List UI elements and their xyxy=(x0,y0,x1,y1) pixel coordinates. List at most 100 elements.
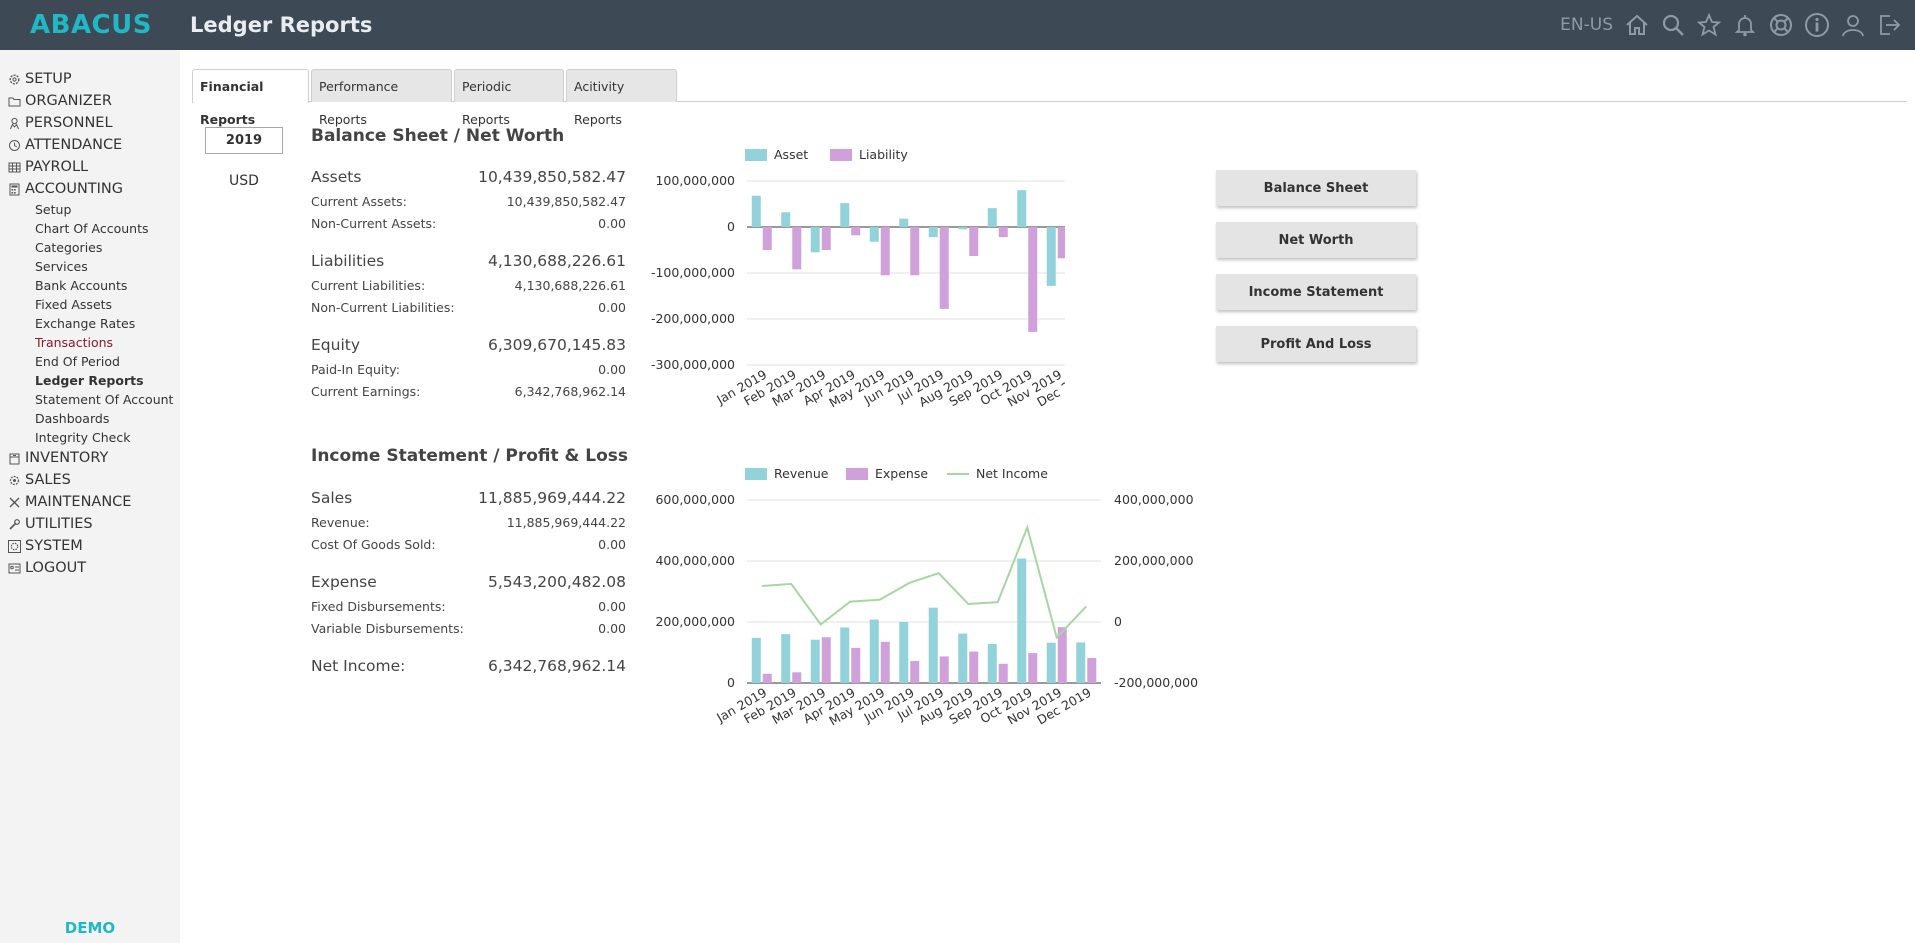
bar-revenue xyxy=(810,639,820,683)
bar-liability xyxy=(998,227,1008,238)
sidebar-item-label: LOGOUT xyxy=(25,560,87,576)
sidebar-item-personnel[interactable]: PERSONNEL xyxy=(0,112,180,134)
bar-revenue xyxy=(1017,558,1027,683)
y-tick-label: 400,000,000 xyxy=(655,553,735,568)
star-icon[interactable] xyxy=(1695,11,1723,39)
y2-tick-label: 0 xyxy=(1114,614,1122,629)
paidin-equity-value: 0.00 xyxy=(598,362,626,377)
sidebar-item-label: UTILITIES xyxy=(25,516,93,532)
net-worth-button[interactable]: Net Worth xyxy=(1216,222,1416,258)
submenu-item-exchange-rates[interactable]: Exchange Rates xyxy=(35,316,136,331)
home-icon[interactable] xyxy=(1623,11,1651,39)
legend-label: Asset xyxy=(774,147,808,162)
current-liabilities-label: Current Liabilities: xyxy=(311,278,426,293)
sidebar-item-setup[interactable]: SETUP xyxy=(0,68,180,90)
brand-logo[interactable]: ABACUS xyxy=(30,10,152,40)
bar-expense xyxy=(880,641,890,683)
bar-expense xyxy=(910,661,920,683)
submenu-item-transactions[interactable]: Transactions xyxy=(35,335,114,350)
fixed-disbursements-label: Fixed Disbursements: xyxy=(311,599,446,614)
search-icon[interactable] xyxy=(1659,11,1687,39)
bar-liability xyxy=(880,227,890,276)
submenu-item-integrity-check[interactable]: Integrity Check xyxy=(35,430,131,445)
y-tick-label: 0 xyxy=(727,219,735,234)
page-title: Ledger Reports xyxy=(190,13,373,37)
report-tabs: Financial Reports Performance Reports Pe… xyxy=(192,69,1907,127)
y2-tick-label: 400,000,000 xyxy=(1114,492,1194,507)
user-icon[interactable] xyxy=(1839,11,1867,39)
sidebar-item-accounting[interactable]: ACCOUNTING xyxy=(0,178,180,200)
info-icon[interactable] xyxy=(1803,11,1831,39)
noncurrent-assets-value: 0.00 xyxy=(598,216,626,231)
currency-label: USD xyxy=(229,173,259,189)
bar-liability xyxy=(821,227,831,250)
net-income-label: Net Income: xyxy=(311,657,406,675)
sidebar-item-label: PAYROLL xyxy=(25,159,89,175)
bar-revenue xyxy=(1076,642,1086,683)
current-assets-value: 10,439,850,582.47 xyxy=(506,194,626,209)
submenu-item-setup[interactable]: Setup xyxy=(35,202,72,217)
lifebuoy-icon[interactable] xyxy=(1767,11,1795,39)
submenu-item-dashboards[interactable]: Dashboards xyxy=(35,411,110,426)
expense-row: Expense 5,543,200,482.08 xyxy=(311,573,626,591)
sidebar-item-logout[interactable]: LOGOUT xyxy=(0,557,180,579)
submenu-item-services[interactable]: Services xyxy=(35,259,88,274)
balance-sheet-button[interactable]: Balance Sheet xyxy=(1216,170,1416,206)
bell-icon[interactable] xyxy=(1731,11,1759,39)
sidebar-item-maintenance[interactable]: MAINTENANCE xyxy=(0,491,180,513)
bar-expense xyxy=(1087,657,1097,683)
bar-revenue xyxy=(1046,642,1056,683)
bar-asset xyxy=(899,218,909,227)
box-icon xyxy=(8,452,21,465)
legend-swatch xyxy=(745,149,767,161)
tab-periodic-reports[interactable]: Periodic Reports xyxy=(454,69,564,127)
income-statement-button[interactable]: Income Statement xyxy=(1216,274,1416,310)
submenu-item-statement-of-account[interactable]: Statement Of Account xyxy=(35,392,174,407)
sidebar-item-label: ORGANIZER xyxy=(25,93,112,109)
tab-performance-reports[interactable]: Performance Reports xyxy=(311,69,452,127)
current-earnings-row: Current Earnings: 6,342,768,962.14 xyxy=(311,384,626,399)
submenu-item-chart-of-accounts[interactable]: Chart Of Accounts xyxy=(35,221,149,236)
paidin-equity-row: Paid-In Equity: 0.00 xyxy=(311,362,626,377)
sidebar-item-label: SETUP xyxy=(25,71,72,87)
sidebar-item-inventory[interactable]: INVENTORY xyxy=(0,447,180,469)
year-input[interactable] xyxy=(205,127,283,154)
sidebar-item-attendance[interactable]: ATTENDANCE xyxy=(0,134,180,156)
calculator-icon xyxy=(8,183,21,196)
income-statement-title: Income Statement / Profit & Loss xyxy=(311,446,629,466)
net-income-row: Net Income: 6,342,768,962.14 xyxy=(311,657,626,675)
noncurrent-liabilities-label: Non-Current Liabilities: xyxy=(311,300,455,315)
grid-icon xyxy=(8,161,21,174)
submenu-item-ledger-reports[interactable]: Ledger Reports xyxy=(35,373,144,388)
tab-activity-reports[interactable]: Acitivity Reports xyxy=(566,69,677,127)
current-assets-label: Current Assets: xyxy=(311,194,407,209)
submenu-item-end-of-period[interactable]: End Of Period xyxy=(35,354,120,369)
logout-icon xyxy=(8,562,21,575)
bar-liability xyxy=(1057,227,1065,259)
variable-disbursements-value: 0.00 xyxy=(598,621,626,636)
submenu-item-categories[interactable]: Categories xyxy=(35,240,103,255)
sidebar-item-system[interactable]: SYSTEM xyxy=(0,535,180,557)
submenu-item-bank-accounts[interactable]: Bank Accounts xyxy=(35,278,128,293)
sidebar-item-sales[interactable]: SALES xyxy=(0,469,180,491)
y-tick-label: -300,000,000 xyxy=(651,357,735,372)
sidebar-item-label: ACCOUNTING xyxy=(25,181,124,197)
bar-expense xyxy=(762,673,772,683)
sales-value: 11,885,969,444.22 xyxy=(478,489,626,507)
bar-revenue xyxy=(751,637,761,683)
logout-icon[interactable] xyxy=(1875,11,1903,39)
profit-and-loss-button[interactable]: Profit And Loss xyxy=(1216,326,1416,362)
y2-tick-label: 200,000,000 xyxy=(1114,553,1194,568)
sidebar-item-label: ATTENDANCE xyxy=(25,137,123,153)
sidebar-item-organizer[interactable]: ORGANIZER xyxy=(0,90,180,112)
tab-financial-reports[interactable]: Financial Reports xyxy=(192,69,309,127)
tools-icon xyxy=(8,496,21,509)
sidebar-item-utilities[interactable]: UTILITIES xyxy=(0,513,180,535)
language-selector[interactable]: EN-US xyxy=(1560,15,1613,35)
sidebar-item-label: MAINTENANCE xyxy=(25,494,132,510)
noncurrent-assets-row: Non-Current Assets: 0.00 xyxy=(311,216,626,231)
legend-label: Revenue xyxy=(774,466,829,481)
sidebar-item-payroll[interactable]: PAYROLL xyxy=(0,156,180,178)
legend-swatch xyxy=(830,149,852,161)
submenu-item-fixed-assets[interactable]: Fixed Assets xyxy=(35,297,113,312)
